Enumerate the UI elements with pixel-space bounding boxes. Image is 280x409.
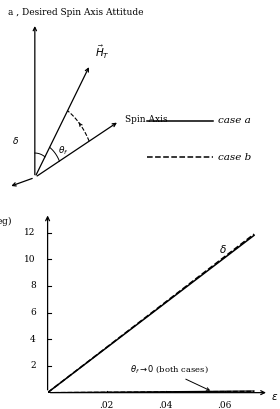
Text: $\vec{H}_T$: $\vec{H}_T$	[95, 44, 109, 61]
Text: .04: .04	[158, 401, 173, 409]
Text: 8: 8	[30, 281, 36, 290]
Text: $\delta$: $\delta$	[219, 243, 227, 255]
Text: .06: .06	[217, 401, 232, 409]
Text: $\delta$: $\delta$	[11, 135, 18, 146]
Text: 4: 4	[30, 335, 36, 344]
Text: $\delta,\theta_f$ (deg): $\delta,\theta_f$ (deg)	[0, 214, 12, 229]
Text: $\varepsilon$: $\varepsilon$	[271, 392, 278, 402]
Text: a , Desired Spin Axis Attitude: a , Desired Spin Axis Attitude	[8, 8, 143, 17]
Text: $\theta_f$: $\theta_f$	[58, 144, 69, 157]
Text: 12: 12	[24, 228, 36, 237]
Text: 10: 10	[24, 255, 36, 264]
Text: Spin Axis: Spin Axis	[125, 115, 168, 124]
Text: 2: 2	[30, 362, 36, 371]
Text: $\theta_f \rightarrow 0$ (both cases): $\theta_f \rightarrow 0$ (both cases)	[130, 364, 209, 375]
Text: 6: 6	[30, 308, 36, 317]
Text: case b: case b	[218, 153, 252, 162]
Text: .02: .02	[99, 401, 114, 409]
Text: case a: case a	[218, 116, 251, 125]
